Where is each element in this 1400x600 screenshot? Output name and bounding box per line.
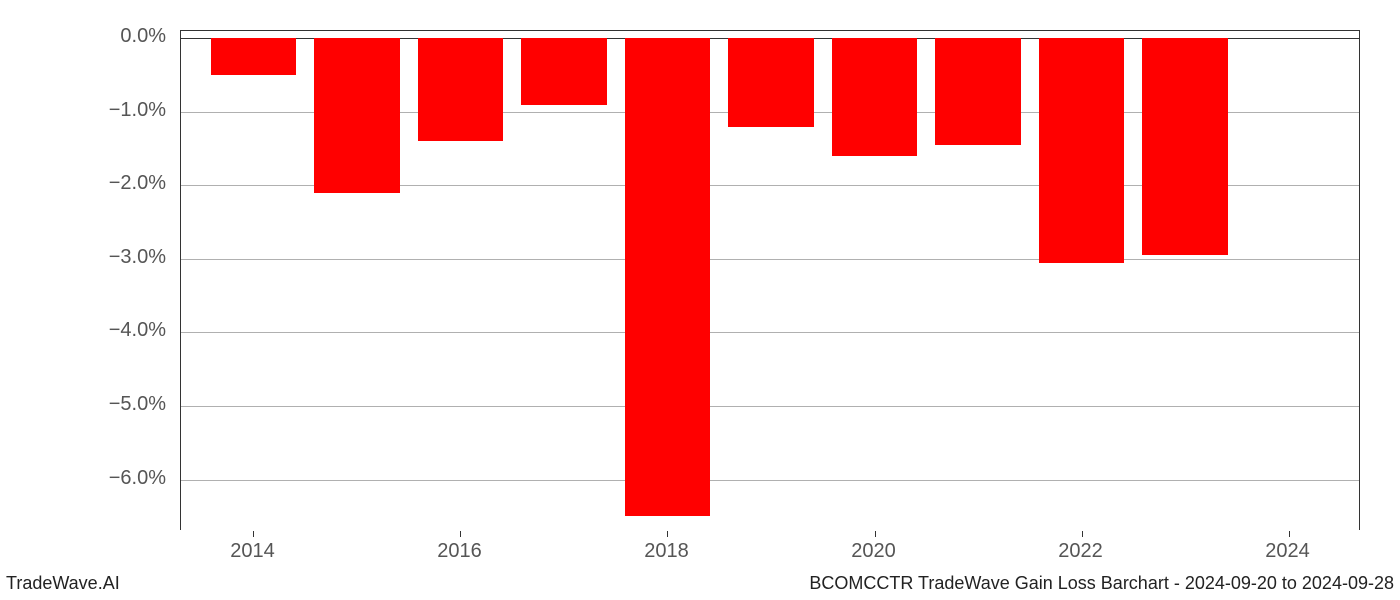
- bar: [418, 38, 504, 141]
- x-tick-label: 2018: [644, 540, 689, 563]
- y-gridline: [181, 406, 1359, 407]
- x-tick-mark: [460, 531, 461, 537]
- y-gridline: [181, 259, 1359, 260]
- plot-area: [180, 30, 1360, 530]
- x-tick-label: 2022: [1058, 540, 1103, 563]
- chart-container: TradeWave.AI BCOMCCTR TradeWave Gain Los…: [0, 0, 1400, 600]
- footer-right-caption: BCOMCCTR TradeWave Gain Loss Barchart - …: [809, 573, 1394, 594]
- x-tick-label: 2020: [851, 540, 896, 563]
- y-tick-label: −3.0%: [0, 246, 166, 269]
- bar: [211, 38, 297, 75]
- x-tick-label: 2014: [230, 540, 275, 563]
- y-tick-label: −5.0%: [0, 393, 166, 416]
- x-tick-mark: [1289, 531, 1290, 537]
- y-tick-label: −1.0%: [0, 99, 166, 122]
- bar: [625, 38, 711, 516]
- x-tick-mark: [667, 531, 668, 537]
- x-tick-label: 2024: [1265, 540, 1310, 563]
- bar: [314, 38, 400, 192]
- x-tick-mark: [253, 531, 254, 537]
- y-tick-label: 0.0%: [0, 25, 166, 48]
- x-tick-mark: [1082, 531, 1083, 537]
- x-tick-mark: [875, 531, 876, 537]
- y-gridline: [181, 332, 1359, 333]
- y-tick-label: −2.0%: [0, 172, 166, 195]
- bar: [728, 38, 814, 126]
- bar: [832, 38, 918, 156]
- y-tick-label: −6.0%: [0, 467, 166, 490]
- footer-left-branding: TradeWave.AI: [6, 573, 120, 594]
- bar: [1142, 38, 1228, 255]
- bar: [521, 38, 607, 104]
- bar: [1039, 38, 1125, 262]
- y-gridline: [181, 480, 1359, 481]
- bar: [935, 38, 1021, 145]
- x-tick-label: 2016: [437, 540, 482, 563]
- y-tick-label: −4.0%: [0, 319, 166, 342]
